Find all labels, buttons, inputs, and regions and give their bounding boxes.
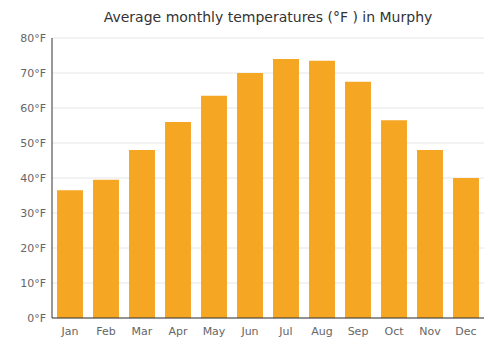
bar <box>309 61 335 318</box>
x-tick-label: Aug <box>311 325 332 338</box>
bar <box>93 180 119 318</box>
y-tick-label: 30°F <box>20 207 46 220</box>
y-tick-label: 60°F <box>20 102 46 115</box>
grid-line <box>52 143 484 144</box>
bar <box>453 178 479 318</box>
y-tick-label: 50°F <box>20 137 46 150</box>
x-tick-label: Dec <box>455 325 476 338</box>
bar <box>273 59 299 318</box>
x-tick-label: Oct <box>384 325 404 338</box>
x-tick-label: Nov <box>419 325 441 338</box>
grid-line <box>52 38 484 39</box>
bar <box>129 150 155 318</box>
x-tick-label: Jan <box>61 325 79 338</box>
bars <box>57 59 479 318</box>
x-tick-label: May <box>203 325 226 338</box>
y-tick-label: 10°F <box>20 277 46 290</box>
bar <box>417 150 443 318</box>
bar <box>165 122 191 318</box>
y-axis <box>52 38 53 318</box>
x-tick-label: Apr <box>168 325 188 338</box>
y-tick-label: 20°F <box>20 242 46 255</box>
grid-line <box>52 108 484 109</box>
grid-line <box>52 318 484 319</box>
x-tick-label: Jun <box>240 325 258 338</box>
title: Average monthly temperatures (°F ) in Mu… <box>104 9 433 25</box>
x-tick-label: Mar <box>132 325 153 338</box>
chart: Average monthly temperatures (°F ) in Mu… <box>0 0 500 350</box>
y-tick-label: 40°F <box>20 172 46 185</box>
y-tick-label: 0°F <box>27 312 46 325</box>
bar <box>237 73 263 318</box>
y-tick-label: 80°F <box>20 32 46 45</box>
bar <box>57 190 83 318</box>
grid-line <box>52 73 484 74</box>
bar <box>201 96 227 318</box>
bar <box>381 120 407 318</box>
x-axis <box>52 318 484 319</box>
x-tick-label: Jul <box>278 325 292 338</box>
x-tick-label: Feb <box>96 325 115 338</box>
y-tick-label: 70°F <box>20 67 46 80</box>
x-tick-label: Sep <box>348 325 369 338</box>
bar <box>345 82 371 318</box>
